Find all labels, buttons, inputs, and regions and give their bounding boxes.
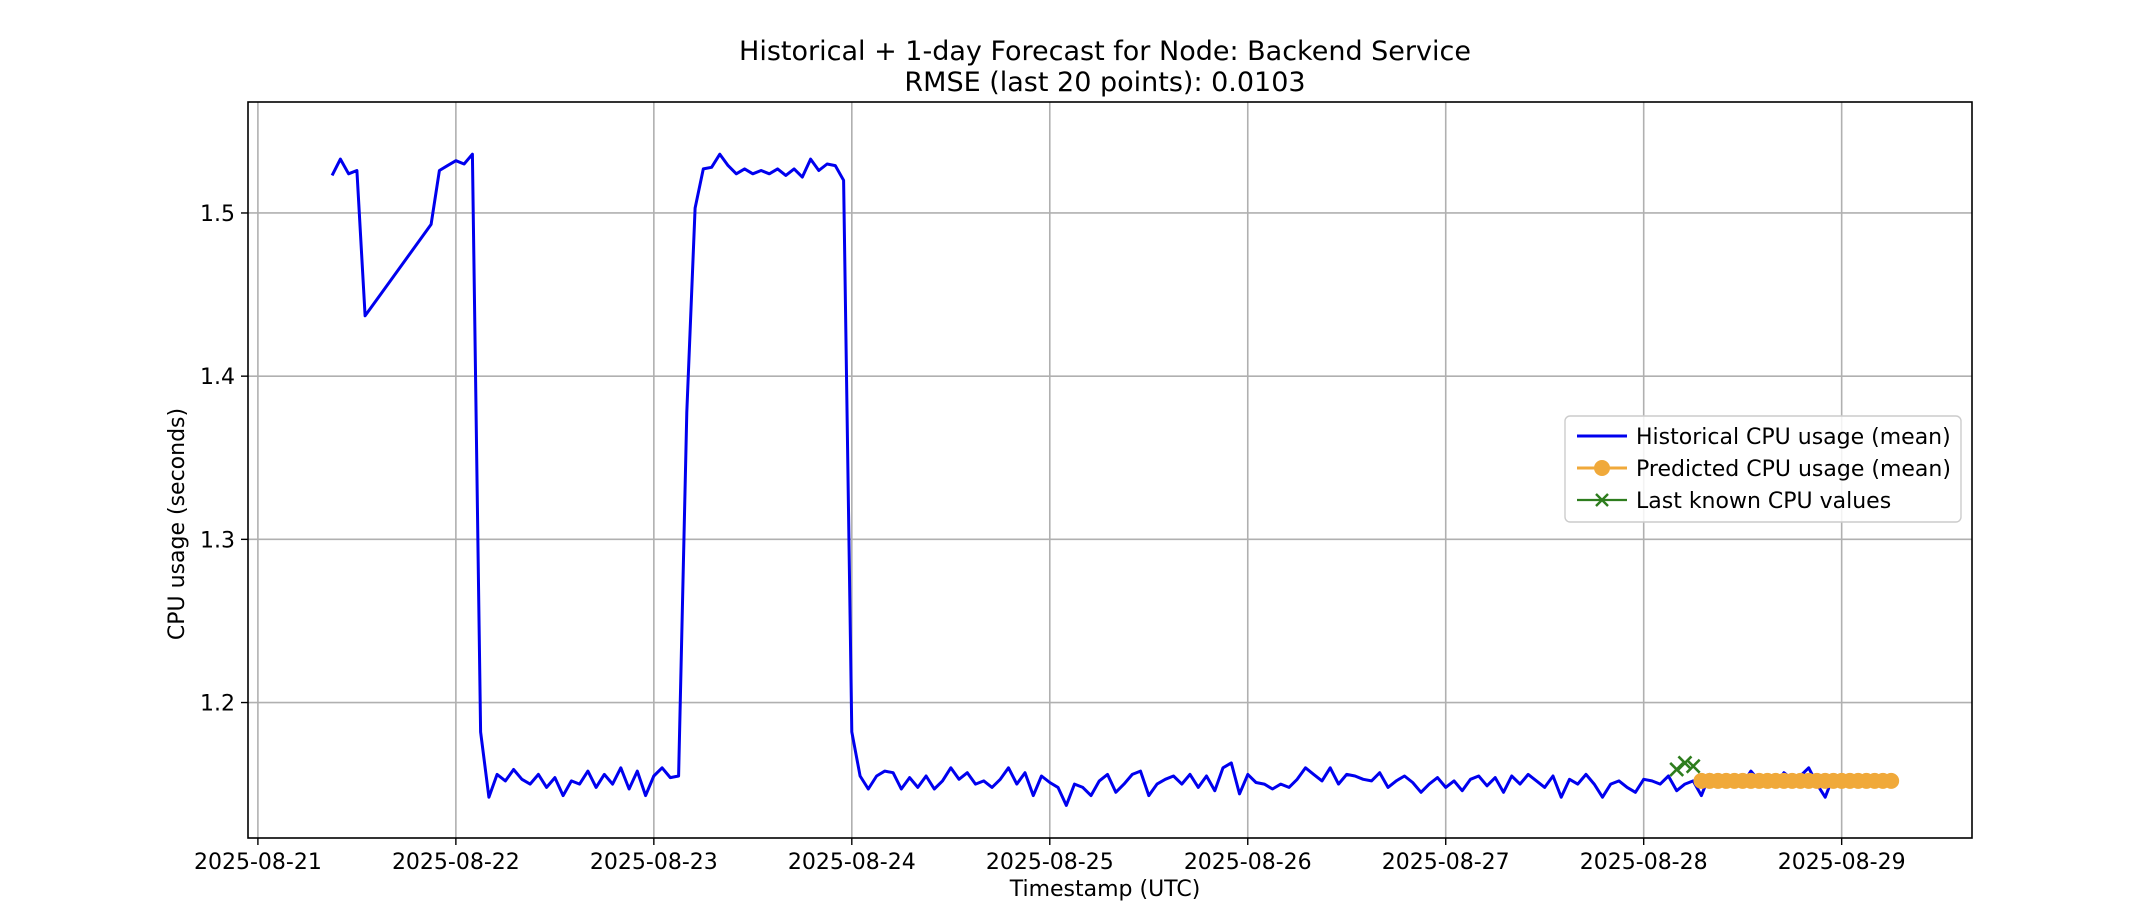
legend-box — [1564, 415, 1962, 523]
legend-predicted-marker — [1594, 460, 1610, 476]
last-known-point — [1685, 758, 1701, 774]
legend-label-predicted: Predicted CPU usage (mean) — [1636, 457, 1951, 482]
chart-title: Historical + 1-day Forecast for Node: Ba… — [739, 36, 1471, 67]
last-known-point — [1677, 755, 1693, 771]
x-axis-label: Timestamp (UTC) — [1009, 877, 1201, 902]
y-axis-label: CPU usage (seconds) — [165, 408, 190, 640]
last-known-x-stroke — [1685, 758, 1701, 774]
plot-frame — [247, 101, 1973, 839]
y-tick-label: 1.5 — [200, 202, 235, 227]
x-tick-label: 2025-08-23 — [590, 850, 718, 875]
series-historical-line — [330, 152, 1835, 807]
x-tick-label: 2025-08-29 — [1778, 850, 1906, 875]
axis-ticks: 2025-08-21 2025-08-22 2025-08-23 2025-08-24… — [194, 202, 1906, 875]
predicted-point — [1883, 772, 1900, 789]
chart-subtitle: RMSE (last 20 points): 0.0103 — [904, 67, 1305, 98]
x-tick-label: 2025-08-26 — [1184, 850, 1312, 875]
legend-label-historical: Historical CPU usage (mean) — [1636, 425, 1951, 450]
last-known-x-stroke — [1677, 755, 1693, 771]
y-tick-label: 1.2 — [200, 692, 235, 717]
x-tick-label: 2025-08-21 — [194, 850, 322, 875]
legend-last-known-marker — [1595, 493, 1609, 507]
x-tick-label: 2025-08-28 — [1580, 850, 1708, 875]
x-tick-label: 2025-08-27 — [1382, 850, 1510, 875]
legend-label-last-known: Last known CPU values — [1636, 489, 1891, 514]
x-tick-label: 2025-08-22 — [392, 850, 520, 875]
x-tick-label: 2025-08-24 — [788, 850, 916, 875]
y-tick-label: 1.4 — [200, 365, 235, 390]
y-tick-label: 1.3 — [200, 528, 235, 553]
plot-series — [330, 152, 1900, 807]
legend: Historical CPU usage (mean) Predicted CPU… — [1564, 415, 1962, 523]
grid-lines — [248, 102, 1972, 838]
x-tick-label: 2025-08-25 — [986, 850, 1114, 875]
